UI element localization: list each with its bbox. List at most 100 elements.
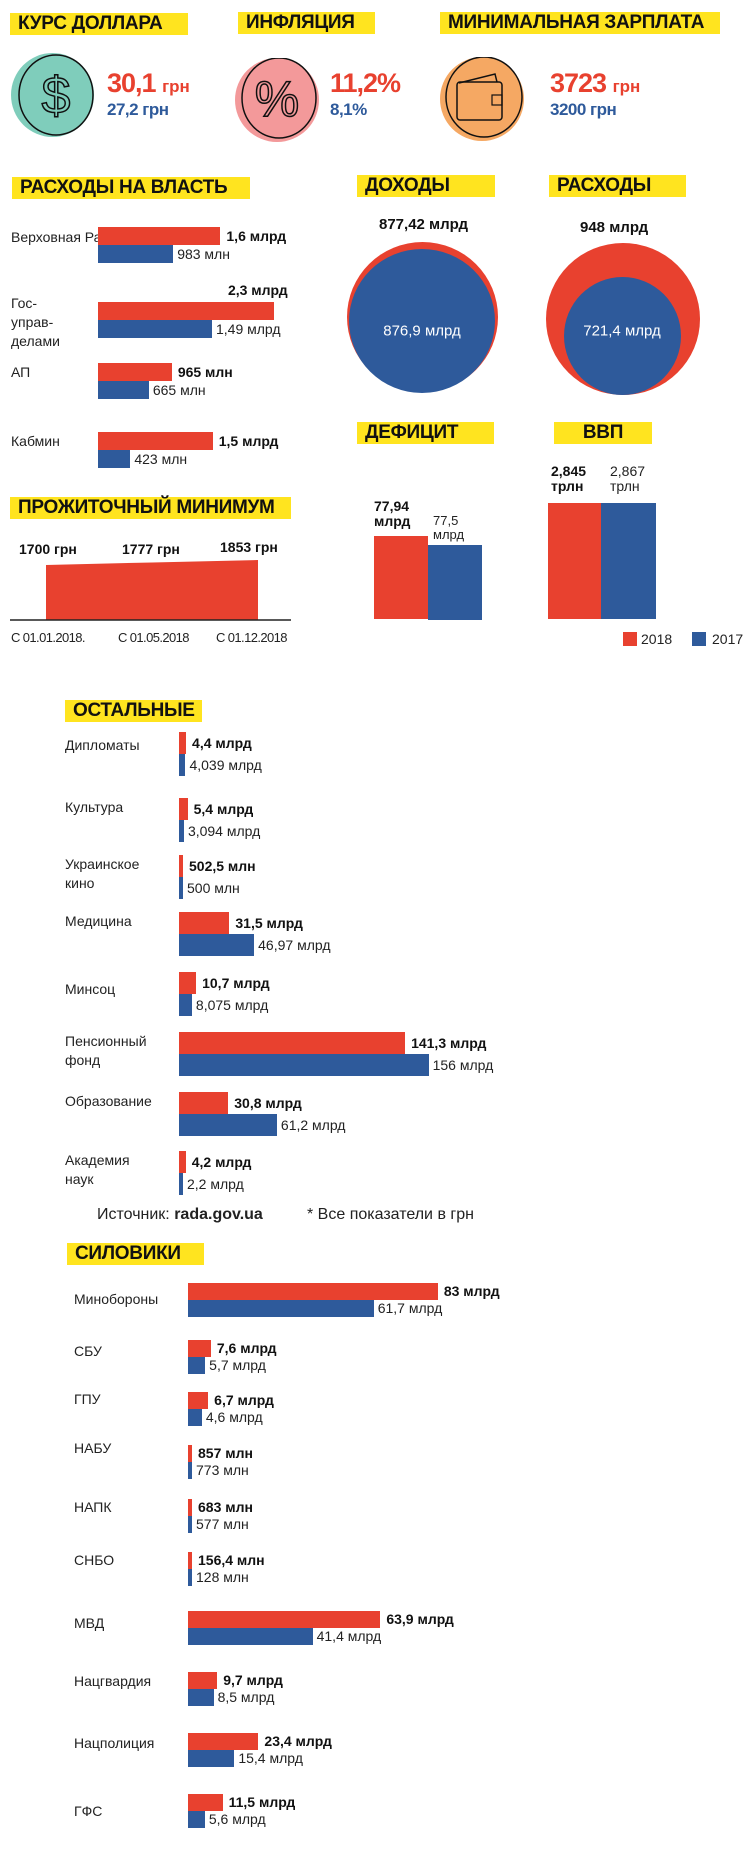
gdp-2018-bar: [548, 503, 601, 619]
bar-2017: [179, 877, 183, 899]
row-label: Нацгвардия: [74, 1673, 152, 1689]
deficit-2017-bar: [428, 545, 482, 620]
svg-text:%: %: [255, 71, 299, 127]
bar-2017: [188, 1357, 206, 1374]
row-label: Минобороны: [74, 1291, 159, 1307]
source-link[interactable]: rada.gov.ua: [174, 1206, 263, 1223]
bar-2018: [179, 855, 183, 877]
row-label: Дипломаты: [65, 737, 140, 753]
bar-2018: [98, 363, 172, 381]
subsistence-label-1: 1700 грн: [19, 541, 77, 557]
value-2017: 500 млн: [187, 879, 240, 896]
value-2017: 128 млн: [196, 1569, 249, 1585]
bar-2017: [179, 1054, 429, 1076]
inflation-circle: %: [235, 57, 319, 142]
bar-2017: [179, 1173, 183, 1195]
header-revenue: ДОХОДЫ: [357, 175, 495, 197]
value-2018: 1,5 млрд: [218, 432, 279, 449]
subsistence-date-3: С 01.12.2018: [216, 630, 287, 645]
subsistence-date-1: С 01.01.2018.: [11, 630, 85, 645]
value-2017: 61,2 млрд: [280, 1116, 346, 1133]
expenses-2017-circle: [564, 277, 681, 395]
value-2018: 11,5 млрд: [228, 1794, 296, 1810]
bar-2017: [188, 1750, 235, 1767]
dollar-icon: $: [18, 54, 94, 136]
row-label: ГПУ: [74, 1391, 101, 1407]
revenue-2017-circle: [349, 249, 495, 393]
inflation-value-2018: 11,2%: [330, 68, 401, 98]
bar-2018: [188, 1552, 192, 1569]
value-2017: 156 млрд: [432, 1056, 494, 1073]
row-label: Украинское кино: [65, 856, 140, 891]
bar-2017: [188, 1462, 192, 1479]
header-inflation: ИНФЛЯЦИЯ: [238, 12, 375, 34]
subsistence-label-2: 1777 грн: [122, 541, 180, 557]
value-2017: 665 млн: [152, 381, 206, 398]
row-label: Культура: [65, 799, 124, 815]
bar-2017: [179, 754, 186, 776]
dollar-value-2017: 27,2 грн: [107, 100, 169, 119]
bar-2017: [188, 1409, 202, 1426]
header-gdp: ВВП: [554, 422, 652, 444]
value-2018: 9,7 млрд: [223, 1672, 283, 1688]
bar-2017: [179, 820, 184, 842]
value-2018: 156,4 млн: [198, 1552, 265, 1568]
bar-2018: [98, 432, 213, 450]
percent-icon: %: [241, 57, 317, 139]
value-2018: 857 млн: [198, 1445, 253, 1461]
value-2018: 2,3 млрд: [227, 282, 288, 298]
value-2017: 8,075 млрд: [195, 996, 269, 1013]
bar-2018: [179, 972, 197, 994]
row-label: СБУ: [74, 1343, 102, 1359]
bar-2017: [98, 320, 212, 338]
bar-2017: [188, 1628, 313, 1645]
deficit-2018-label: 77,94 млрд: [374, 498, 411, 529]
bar-2018: [188, 1340, 211, 1357]
value-2018: 31,5 млрд: [235, 914, 303, 931]
subsistence-date-2: С 01.05.2018: [118, 630, 189, 645]
header-min-wage: МИНИМАЛЬНАЯ ЗАРПЛАТА: [440, 12, 720, 34]
row-label: Образование: [65, 1093, 152, 1109]
bar-2018: [179, 1151, 186, 1173]
value-2018: 965 млн: [177, 363, 233, 380]
bar-2018: [179, 798, 188, 820]
bar-2018: [98, 227, 221, 245]
source-prefix: Источник:: [97, 1206, 170, 1223]
revenue-2018-label: 877,42 млрд: [379, 216, 468, 233]
value-2017: 46,97 млрд: [258, 936, 331, 953]
value-2018: 5,4 млрд: [193, 800, 254, 817]
value-2017: 1,49 млрд: [215, 320, 281, 337]
svg-text:$: $: [42, 67, 71, 125]
header-expenses: РАСХОДЫ: [549, 175, 686, 197]
bar-2017: [98, 245, 174, 263]
header-subsistence-minimum: ПРОЖИТОЧНЫЙ МИНИМУМ: [10, 497, 291, 519]
dollar-value-2018: 30,1 грн: [107, 68, 190, 98]
bar-2017: [188, 1811, 205, 1828]
bar-2018: [188, 1611, 381, 1628]
dollar-circle: $: [11, 53, 94, 137]
wage-circle: [440, 56, 524, 141]
row-label: Минсоц: [65, 981, 116, 997]
header-security: СИЛОВИКИ: [67, 1243, 204, 1265]
bar-2017: [188, 1569, 192, 1586]
row-label: СНБО: [74, 1552, 115, 1568]
header-deficit: ДЕФИЦИТ: [357, 422, 494, 444]
bar-2018: [188, 1445, 192, 1462]
value-2018: 4,2 млрд: [191, 1153, 252, 1170]
row-label: МВД: [74, 1615, 105, 1631]
subsistence-chart: [10, 560, 291, 621]
value-2018: 83 млрд: [443, 1283, 500, 1299]
legend-2017-label: 2017: [712, 631, 744, 647]
bar-2017: [98, 381, 149, 399]
header-dollar-rate: КУРС ДОЛЛАРА: [10, 13, 188, 35]
header-power-spending: РАСХОДЫ НА ВЛАСТЬ: [12, 177, 250, 199]
value-2017: 8,5 млрд: [217, 1689, 275, 1705]
row-label: Нацполиция: [74, 1735, 155, 1751]
row-label: ГФС: [74, 1803, 103, 1819]
gdp-2018-label: 2,845 трлн: [551, 463, 587, 494]
value-2017: 61,7 млрд: [377, 1300, 443, 1316]
row-label: Пенсионный фонд: [65, 1033, 147, 1068]
row-label: АП: [11, 364, 31, 380]
bar-2017: [98, 450, 131, 468]
